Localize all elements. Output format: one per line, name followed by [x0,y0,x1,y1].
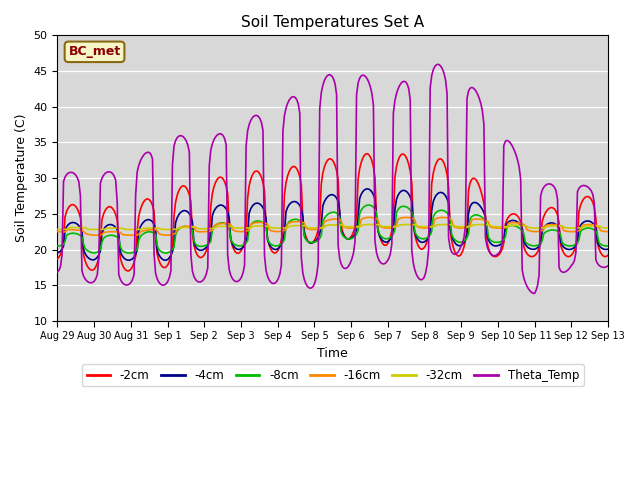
-4cm [296,203,303,208]
-8cm [237,243,245,249]
Line: -32cm: -32cm [58,225,608,229]
-32cm [247,225,255,230]
-32cm [368,222,376,228]
X-axis label: Time: Time [317,347,348,360]
-2cm [220,176,227,182]
Theta_Temp [434,61,442,67]
-8cm [247,222,255,228]
-4cm [54,250,61,255]
-8cm [121,249,129,255]
-16cm [604,229,612,235]
Theta_Temp [604,263,612,269]
-8cm [604,243,612,249]
Theta_Temp [531,290,538,296]
Y-axis label: Soil Temperature (C): Soil Temperature (C) [15,114,28,242]
-2cm [577,203,584,208]
-2cm [237,247,245,253]
-16cm [123,232,131,238]
-8cm [125,250,133,256]
-32cm [296,223,303,228]
Theta_Temp [245,121,253,127]
Theta_Temp [294,101,302,107]
-8cm [365,202,372,208]
-8cm [577,228,584,234]
-16cm [237,229,245,235]
-4cm [247,206,255,212]
Text: BC_met: BC_met [68,45,121,59]
-16cm [296,219,303,225]
-32cm [121,227,129,232]
-4cm [604,246,612,252]
-2cm [54,256,61,262]
-4cm [121,256,129,262]
-32cm [237,225,245,231]
-4cm [161,257,168,263]
-4cm [364,186,371,192]
-32cm [129,227,136,232]
Theta_Temp [54,269,61,275]
-16cm [247,222,255,228]
Line: -2cm: -2cm [58,154,608,271]
-2cm [121,266,129,272]
Theta_Temp [121,282,129,288]
-16cm [220,220,227,226]
-2cm [124,268,132,274]
Line: Theta_Temp: Theta_Temp [58,64,608,293]
-2cm [604,252,612,258]
-16cm [90,232,98,238]
Line: -16cm: -16cm [58,217,608,235]
-16cm [438,215,446,220]
Theta_Temp [236,277,244,283]
-2cm [296,174,303,180]
-2cm [364,151,371,156]
Theta_Temp [218,131,225,137]
Title: Soil Temperatures Set A: Soil Temperatures Set A [241,15,424,30]
-32cm [220,223,227,229]
Line: -8cm: -8cm [58,205,608,253]
-32cm [54,227,61,232]
Theta_Temp [577,184,584,190]
-16cm [577,226,584,232]
-4cm [577,222,584,228]
-4cm [220,203,227,209]
Line: -4cm: -4cm [58,189,608,260]
-32cm [604,225,612,231]
Legend: -2cm, -4cm, -8cm, -16cm, -32cm, Theta_Temp: -2cm, -4cm, -8cm, -16cm, -32cm, Theta_Te… [82,364,584,386]
-8cm [296,218,303,224]
-8cm [220,220,227,226]
-16cm [54,229,61,235]
-2cm [247,177,255,182]
-8cm [54,243,61,249]
-32cm [577,225,584,231]
-4cm [237,246,245,252]
